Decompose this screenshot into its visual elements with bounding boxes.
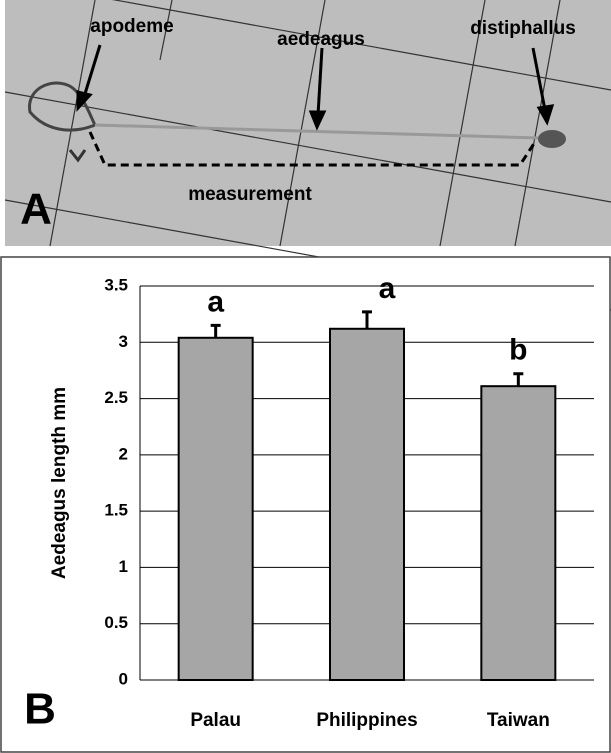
y-tick-label: 1.5 <box>104 501 128 520</box>
x-tick-label: Palau <box>190 710 241 731</box>
x-tick-label: Philippines <box>316 710 417 731</box>
y-tick-label: 2.5 <box>104 388 128 407</box>
significance-letter: a <box>207 285 224 318</box>
panel-label: B <box>24 685 56 734</box>
annotation: distiphallus <box>470 18 576 39</box>
y-tick-label: 3 <box>119 332 128 351</box>
bar <box>330 329 404 680</box>
annotation: apodeme <box>90 16 173 37</box>
y-tick-label: 1 <box>119 557 128 576</box>
bar <box>481 386 555 680</box>
annotation: measurement <box>188 184 312 205</box>
bar <box>179 338 253 680</box>
significance-letter: b <box>509 334 527 367</box>
y-tick-label: 2 <box>119 444 128 463</box>
annotation: aedeagus <box>277 29 365 50</box>
y-axis-label: Aedeagus length mm <box>49 387 70 579</box>
panel-label: A <box>20 185 52 234</box>
y-tick-label: 3.5 <box>104 275 128 294</box>
x-tick-label: Taiwan <box>487 710 550 731</box>
figure: apodeme aedeagus distiphallus measuremen… <box>0 0 611 753</box>
significance-letter: a <box>379 272 396 305</box>
y-tick-label: 0 <box>119 669 128 688</box>
y-tick-label: 0.5 <box>104 613 128 632</box>
chart: 0 0.5 1 1.5 2 2.5 3 3.5 Palau a Philippines a Taiwan… <box>104 272 594 731</box>
